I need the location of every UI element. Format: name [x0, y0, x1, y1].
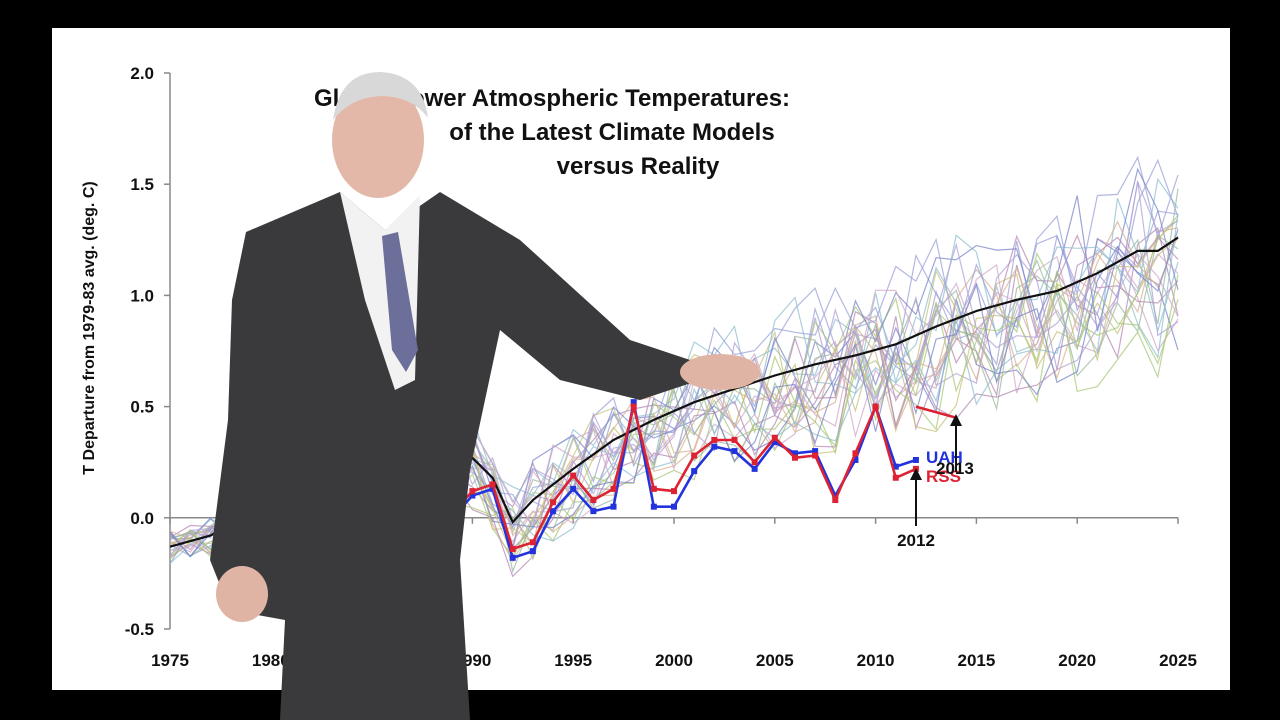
obs-point-rss	[489, 481, 496, 488]
presenter-tie	[382, 232, 418, 372]
x-tick-label: 2025	[1159, 651, 1197, 670]
x-tick-label: 2000	[655, 651, 693, 670]
obs-point-rss	[630, 403, 637, 410]
obs-point-uah	[711, 443, 718, 450]
y-axis-label: T Departure from 1979-83 avg. (deg. C)	[81, 181, 98, 474]
obs-point-uah	[469, 492, 476, 499]
presenter-hair	[333, 72, 428, 120]
obs-point-uah	[791, 450, 798, 457]
obs-point-rss	[691, 452, 698, 459]
obs-point-uah	[892, 463, 899, 470]
presenter-head	[332, 82, 424, 198]
y-tick-label: 2.0	[130, 64, 154, 83]
title-line-3: versus Reality	[557, 153, 720, 180]
obs-point-rss	[872, 403, 879, 410]
obs-point-rss	[671, 488, 677, 495]
obs-point-rss	[791, 454, 798, 461]
annotations: UAH RSS 2013 2012	[897, 414, 974, 550]
obs-point-rss	[590, 497, 597, 504]
obs-point-uah	[650, 503, 657, 510]
arrow-2012-head	[910, 468, 922, 480]
obs-point-rss	[832, 497, 839, 504]
presenter-right-hand	[680, 354, 760, 390]
obs-point-uah	[610, 503, 617, 510]
obs-point-uah	[671, 503, 677, 510]
obs-point-rss	[650, 485, 657, 492]
x-tick-label: 1980	[252, 651, 290, 670]
obs-point-rss	[731, 436, 738, 443]
year-2012-label: 2012	[897, 531, 935, 550]
obs-point-uah	[751, 465, 758, 472]
obs-point-uah	[912, 456, 919, 463]
obs-line-2013	[915, 405, 957, 419]
obs-point-rss	[469, 488, 476, 495]
x-tick-label: 2005	[756, 651, 794, 670]
obs-point-uah	[691, 468, 698, 475]
obs-point-rss	[812, 452, 819, 459]
obs-point-uah	[550, 508, 557, 515]
x-tick-label: 1995	[554, 651, 592, 670]
year-2013-label: 2013	[936, 459, 974, 478]
x-tick-label: 1975	[151, 651, 189, 670]
obs-point-rss	[610, 485, 617, 492]
obs-point-rss	[892, 474, 899, 481]
x-tick-label: 2015	[957, 651, 995, 670]
y-tick-label: 0.5	[130, 398, 154, 417]
obs-point-rss	[529, 539, 536, 546]
obs-point-rss	[550, 499, 557, 506]
y-tick-label: -0.5	[125, 620, 154, 639]
obs-point-uah	[771, 439, 778, 446]
title-line-2: of the Latest Climate Models	[449, 119, 774, 146]
arrow-2013-head	[950, 414, 962, 426]
obs-point-uah	[590, 508, 597, 515]
obs-point-rss	[711, 436, 718, 443]
x-tick-label: 2020	[1058, 651, 1096, 670]
x-tick-label: 2010	[857, 651, 895, 670]
obs-point-uah	[529, 548, 536, 555]
uah-label: UAH	[926, 448, 963, 467]
obs-point-rss	[509, 545, 516, 552]
presenter-suit	[210, 192, 700, 720]
obs-point-uah	[630, 399, 637, 406]
obs-point-uah	[832, 492, 839, 499]
obs-point-uah	[731, 448, 738, 455]
obs-point-rss	[771, 434, 778, 441]
obs-point-rss	[852, 450, 859, 457]
presenter-left-hand	[216, 566, 268, 622]
obs-point-rss	[570, 472, 577, 479]
obs-point-uah	[852, 456, 859, 463]
y-tick-label: 1.0	[130, 286, 154, 305]
y-tick-label: 0.0	[130, 509, 154, 528]
obs-point-rss	[751, 459, 758, 466]
rss-label: RSS	[926, 467, 961, 486]
obs-point-uah	[489, 485, 496, 492]
obs-point-uah	[570, 485, 577, 492]
obs-point-uah	[509, 554, 516, 561]
y-tick-label: 1.5	[130, 175, 154, 194]
obs-point-uah	[812, 448, 819, 455]
